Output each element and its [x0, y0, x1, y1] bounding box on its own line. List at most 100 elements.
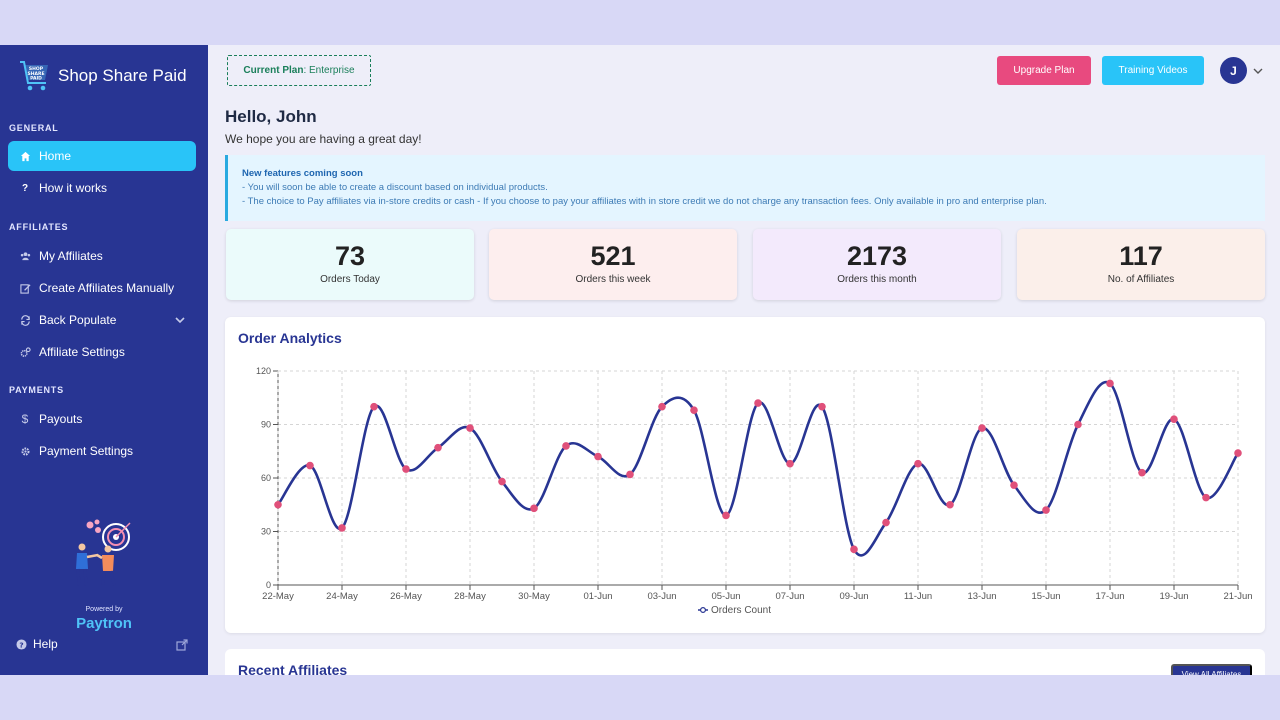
- x-tick-label: 07-Jun: [775, 591, 804, 602]
- sidebar-item-label: How it works: [39, 181, 108, 195]
- stat-card-orders-week: 521 Orders this week: [489, 229, 737, 300]
- edit-icon: [18, 281, 32, 295]
- brand[interactable]: SHOP SHARE PAID Shop Share Paid: [18, 59, 187, 93]
- sidebar: SHOP SHARE PAID Shop Share Paid GENERAL …: [0, 45, 208, 675]
- data-point: [402, 465, 410, 473]
- stat-label: Orders Today: [320, 274, 380, 285]
- avatar[interactable]: J: [1220, 57, 1247, 84]
- data-point: [722, 511, 730, 520]
- x-tick-label: 24-May: [326, 591, 358, 602]
- data-point: [562, 442, 570, 450]
- sidebar-item-label: My Affiliates: [39, 249, 103, 263]
- sidebar-item-affiliate-settings[interactable]: Affiliate Settings: [8, 337, 196, 367]
- data-point: [914, 459, 922, 468]
- stat-card-orders-today: 73 Orders Today: [226, 229, 474, 300]
- data-point: [1074, 420, 1082, 429]
- section-label-general: GENERAL: [9, 123, 59, 133]
- help-label: Help: [33, 637, 58, 651]
- sidebar-item-create-affiliates[interactable]: Create Affiliates Manually: [8, 273, 196, 303]
- data-point: [498, 477, 506, 486]
- y-tick-label: 60: [261, 473, 271, 483]
- data-point: [786, 459, 794, 468]
- stat-value: 521: [590, 241, 636, 271]
- stat-label: No. of Affiliates: [1107, 274, 1175, 285]
- analytics-title: Order Analytics: [238, 330, 342, 346]
- data-point: [818, 402, 826, 411]
- series-line: [276, 380, 1240, 557]
- powered-by-label: Powered by: [85, 606, 123, 613]
- data-point: [466, 424, 474, 432]
- notice-line: - The choice to Pay affiliates via in-st…: [242, 196, 1047, 207]
- order-analytics-card: Order Analytics 0 30 60 90 120 22-May 24-May 26…: [225, 317, 1265, 633]
- stat-value: 73: [334, 241, 366, 271]
- paytron-logo: Paytron: [76, 615, 132, 632]
- data-point: [626, 470, 634, 479]
- y-tick-label: 90: [261, 420, 271, 430]
- data-point: [946, 500, 954, 509]
- chevron-down-icon[interactable]: [1252, 65, 1264, 77]
- sidebar-item-label: Payouts: [39, 412, 83, 426]
- sidebar-item-how-it-works[interactable]: ? How it works: [8, 173, 196, 203]
- x-tick-label: 26-May: [390, 591, 422, 602]
- data-point: [1010, 481, 1018, 489]
- x-tick-label: 11-Jun: [904, 591, 932, 602]
- x-tick-label: 09-Jun: [839, 591, 868, 602]
- data-point: [1138, 468, 1146, 477]
- sidebar-item-label: Create Affiliates Manually: [39, 281, 175, 295]
- training-videos-button[interactable]: Training Videos: [1102, 56, 1204, 85]
- svg-text:?: ?: [19, 640, 23, 649]
- sidebar-item-my-affiliates[interactable]: My Affiliates: [8, 241, 196, 271]
- chevron-down-icon[interactable]: [174, 314, 186, 326]
- sidebar-item-back-populate[interactable]: Back Populate: [8, 305, 196, 335]
- data-point: [1170, 415, 1178, 423]
- people-target-illustration: [76, 519, 131, 586]
- data-point: [1202, 493, 1210, 502]
- y-tick-label: 30: [261, 527, 271, 537]
- dollar-icon: $: [21, 412, 29, 426]
- greeting-title: Hello, John: [225, 107, 317, 126]
- x-tick-label: 17-Jun: [1095, 591, 1124, 602]
- data-point: [306, 461, 314, 470]
- y-tick-label: 0: [266, 580, 271, 590]
- data-point: [338, 524, 346, 532]
- brand-logo-icon: SHOP SHARE PAID: [20, 61, 48, 91]
- sidebar-item-payment-settings[interactable]: Payment Settings: [8, 436, 196, 466]
- x-tick-label: 05-Jun: [711, 591, 740, 602]
- external-link-icon[interactable]: [176, 639, 188, 651]
- upgrade-plan-button[interactable]: Upgrade Plan: [997, 56, 1091, 85]
- data-point: [850, 545, 858, 554]
- x-tick-label: 01-Jun: [583, 591, 612, 602]
- data-point: [274, 500, 282, 509]
- view-all-affiliates-button[interactable]: View All Affiliates: [1171, 664, 1252, 675]
- svg-text:PAID: PAID: [30, 76, 42, 82]
- help-link[interactable]: ? Help: [16, 637, 58, 651]
- notice-line: - You will soon be able to create a disc…: [242, 182, 548, 193]
- stat-card-orders-month: 2173 Orders this month: [753, 229, 1001, 300]
- stat-label: Orders this month: [837, 274, 917, 285]
- greeting-subtitle: We hope you are having a great day!: [225, 132, 422, 146]
- sidebar-item-payouts[interactable]: $ Payouts: [8, 404, 196, 434]
- y-tick-label: 120: [256, 366, 271, 376]
- section-label-affiliates: AFFILIATES: [9, 222, 69, 232]
- data-point: [1106, 379, 1114, 388]
- legend-marker: [700, 607, 707, 614]
- data-point: [434, 443, 442, 452]
- data-point: [754, 399, 762, 407]
- stat-card-affiliates: 117 No. of Affiliates: [1017, 229, 1265, 300]
- data-point: [658, 402, 666, 411]
- gear-icon: [18, 444, 32, 458]
- notice-title: New features coming soon: [242, 168, 363, 179]
- users-icon: [18, 249, 32, 263]
- app-window: SHOP SHARE PAID Shop Share Paid GENERAL …: [0, 45, 1280, 675]
- x-tick-label: 19-Jun: [1159, 591, 1188, 602]
- brand-name: Shop Share Paid: [58, 66, 187, 85]
- feature-notice: New features coming soon - You will soon…: [225, 155, 1265, 221]
- sidebar-item-label: Back Populate: [39, 313, 117, 327]
- recent-affiliates-title: Recent Affiliates: [238, 662, 348, 675]
- bottom-band: [0, 675, 1280, 720]
- plan-label: Current Plan: [243, 65, 304, 76]
- home-icon: [18, 149, 32, 163]
- svg-text:SHOP: SHOP: [29, 66, 44, 72]
- sidebar-item-home[interactable]: Home: [8, 141, 196, 171]
- data-point: [1042, 506, 1050, 514]
